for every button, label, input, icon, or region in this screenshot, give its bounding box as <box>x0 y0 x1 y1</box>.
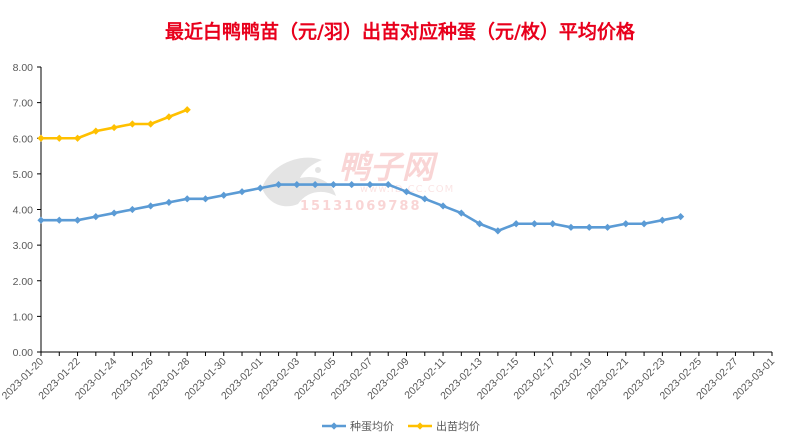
legend: 种蛋均价 出苗均价 <box>322 419 480 433</box>
data-point <box>165 113 173 121</box>
data-point <box>183 106 191 114</box>
data-point <box>73 134 82 142</box>
data-point <box>274 180 283 189</box>
series-layer <box>37 106 685 235</box>
data-point <box>110 123 118 132</box>
watermark-brand: 鸭子网 <box>338 148 439 186</box>
legend-swatch-marker <box>416 422 424 430</box>
data-point <box>201 195 210 203</box>
legend-label: 出苗均价 <box>436 419 480 433</box>
data-point <box>92 127 100 135</box>
legend-item: 出苗均价 <box>408 419 480 433</box>
legend-label: 种蛋均价 <box>350 419 394 433</box>
data-point <box>238 188 246 196</box>
watermark: 鸭子网 www.ID.CC.COM 15131069788 <box>262 148 453 214</box>
data-point <box>622 220 630 228</box>
data-point <box>220 191 228 199</box>
data-point <box>677 213 685 221</box>
data-point <box>457 209 465 217</box>
data-point <box>147 202 155 210</box>
data-point <box>421 195 429 203</box>
data-point <box>183 195 191 203</box>
x-axis-ticks: 2023-01-202023-01-222023-01-242023-01-26… <box>0 352 777 402</box>
data-point <box>329 180 337 189</box>
data-point <box>293 180 301 189</box>
y-tick-label: 4.00 <box>13 205 34 217</box>
data-point <box>37 134 45 142</box>
data-point <box>658 216 666 224</box>
y-tick-label: 0.00 <box>13 347 34 359</box>
data-point <box>384 180 392 189</box>
data-point <box>402 188 411 196</box>
y-axis-ticks: 0.00 1.00 2.00 3.00 4.00 5.00 6.00 7.00 8.00 <box>13 62 41 359</box>
data-point <box>640 220 648 228</box>
data-point <box>55 216 63 224</box>
chart-title: 最近白鸭鸭苗（元/羽）出苗对应种蛋（元/枚）平均价格 <box>165 20 636 43</box>
y-tick-label: 6.00 <box>13 133 34 145</box>
data-point <box>366 180 374 189</box>
series-2 <box>37 106 191 142</box>
y-tick-label: 7.00 <box>13 98 34 110</box>
data-point <box>55 134 63 142</box>
data-point <box>147 120 155 128</box>
y-tick-label: 1.00 <box>13 311 34 323</box>
data-point <box>92 213 100 221</box>
data-point <box>256 184 264 192</box>
data-point <box>37 216 45 224</box>
data-point <box>128 205 136 214</box>
data-point <box>585 223 593 231</box>
data-point <box>165 198 173 206</box>
legend-swatch-marker <box>330 422 338 430</box>
duck-logo-icon <box>262 157 336 207</box>
data-point <box>603 223 612 231</box>
data-point <box>549 220 557 228</box>
data-point <box>530 220 539 228</box>
data-point <box>512 220 520 228</box>
data-point <box>110 209 118 217</box>
watermark-phone: 15131069788 <box>300 199 422 214</box>
data-point <box>128 120 136 128</box>
y-tick-label: 2.00 <box>13 276 34 288</box>
data-point <box>348 180 356 189</box>
data-point <box>494 227 502 235</box>
data-point <box>567 223 575 231</box>
data-point <box>73 216 82 224</box>
y-tick-label: 3.00 <box>13 240 34 252</box>
data-point <box>439 202 447 210</box>
data-point <box>311 180 319 189</box>
data-point <box>476 220 484 228</box>
legend-item: 种蛋均价 <box>322 419 394 433</box>
series-1 <box>37 180 685 235</box>
y-tick-label: 5.00 <box>13 169 34 181</box>
y-tick-label: 8.00 <box>13 62 34 74</box>
